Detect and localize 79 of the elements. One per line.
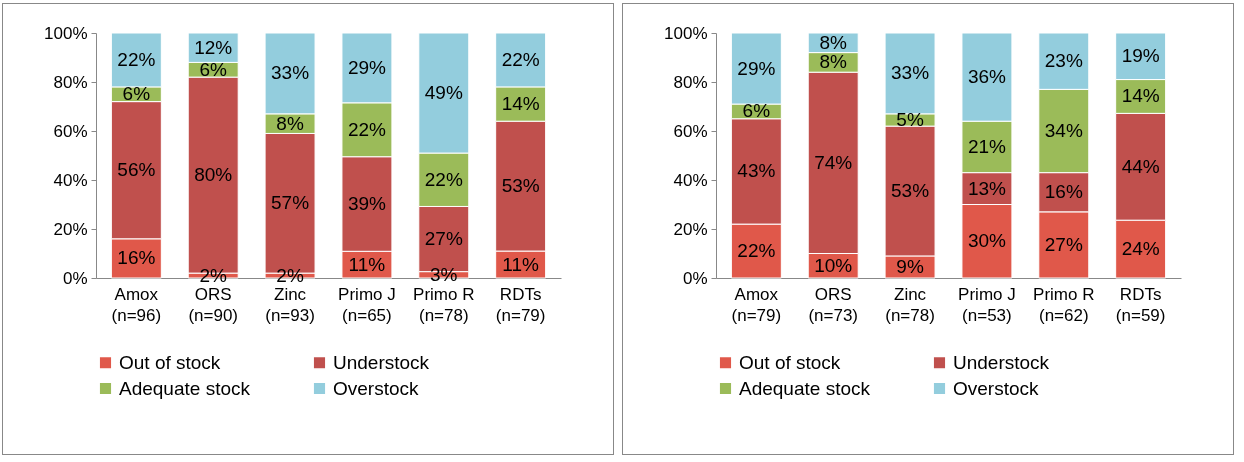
legend-label: Overstock xyxy=(953,377,1040,399)
data-label: 22% xyxy=(117,48,156,70)
x-tick-label: Primo R (n=78) xyxy=(413,284,475,325)
data-label: 22% xyxy=(501,48,540,70)
data-label: 8% xyxy=(819,31,848,53)
legend-label: Overstock xyxy=(333,377,420,399)
data-label: 49% xyxy=(424,82,463,104)
legend-label: Understock xyxy=(333,351,430,373)
data-label: 13% xyxy=(967,177,1007,199)
data-label: 57% xyxy=(271,192,310,214)
data-label: 2% xyxy=(276,264,304,286)
x-tick-label: Primo R (n=62) xyxy=(1033,284,1095,325)
y-tick-label: 20% xyxy=(53,219,88,239)
data-label: 33% xyxy=(891,62,930,84)
y-tick-label: 100% xyxy=(44,23,88,43)
data-label: 53% xyxy=(501,175,540,197)
data-label: 22% xyxy=(347,118,387,140)
data-label: 24% xyxy=(1121,238,1160,260)
data-label: 29% xyxy=(347,56,387,78)
data-label: 14% xyxy=(1121,85,1160,107)
legend-label: Out of stock xyxy=(119,351,221,373)
x-tick-label: RDTs (n=59) xyxy=(1115,284,1166,325)
data-label: 34% xyxy=(1044,120,1083,141)
data-label: 21% xyxy=(967,135,1007,157)
data-label: 39% xyxy=(347,193,387,215)
y-tick-label: 40% xyxy=(53,170,88,190)
data-label: 27% xyxy=(424,228,463,250)
data-label: 29% xyxy=(737,57,776,79)
x-tick-label: Primo J (n=65) xyxy=(338,284,396,325)
legend-label: Out of stock xyxy=(739,351,841,373)
data-label: 23% xyxy=(1044,50,1083,72)
x-tick-label: RDTs (n=79) xyxy=(495,284,546,325)
data-label: 74% xyxy=(814,151,853,173)
y-tick-label: 40% xyxy=(673,170,708,190)
data-label: 6% xyxy=(742,100,771,122)
data-label: 6% xyxy=(199,58,228,80)
data-label: 16% xyxy=(1044,181,1083,203)
data-label: 30% xyxy=(967,230,1007,252)
legend-label: Understock xyxy=(953,351,1050,373)
data-label: 27% xyxy=(1044,233,1083,255)
x-tick-label: Amox (n=96) xyxy=(111,284,162,325)
data-label: 19% xyxy=(1121,45,1160,67)
data-label: 36% xyxy=(967,66,1007,88)
y-tick-label: 80% xyxy=(53,72,88,92)
data-label: 22% xyxy=(737,240,776,262)
data-label: 80% xyxy=(194,164,233,186)
data-label: 16% xyxy=(117,247,156,269)
x-tick-label: Zinc (n=93) xyxy=(265,284,315,325)
x-tick-label: Amox (n=79) xyxy=(731,284,782,325)
y-tick-label: 60% xyxy=(53,121,88,141)
y-tick-label: 20% xyxy=(673,219,708,239)
data-label: 6% xyxy=(122,83,151,105)
y-tick-label: 80% xyxy=(673,72,708,92)
data-label: 33% xyxy=(271,62,310,84)
y-tick-label: 0% xyxy=(682,268,708,288)
data-label: 56% xyxy=(117,159,156,181)
data-label: 8% xyxy=(819,51,848,73)
data-label: 43% xyxy=(737,160,776,182)
data-label: 14% xyxy=(501,93,540,115)
x-tick-label: Primo J (n=53) xyxy=(958,284,1016,325)
data-label: 5% xyxy=(896,108,924,130)
legend-label: Adequate stock xyxy=(119,377,251,399)
data-label: 22% xyxy=(424,168,463,190)
data-label: 2% xyxy=(199,264,228,286)
x-tick-label: ORS (n=73) xyxy=(808,284,859,325)
data-label: 9% xyxy=(896,255,924,277)
data-label: 10% xyxy=(814,254,853,276)
data-label: 53% xyxy=(891,180,930,202)
y-tick-label: 0% xyxy=(62,268,88,288)
data-label: 44% xyxy=(1121,155,1160,177)
y-tick-label: 100% xyxy=(664,23,708,43)
data-label: 11% xyxy=(348,253,386,275)
x-tick-label: ORS (n=90) xyxy=(188,284,239,325)
data-label: 12% xyxy=(194,36,233,58)
y-tick-label: 60% xyxy=(673,121,708,141)
data-label: 11% xyxy=(502,253,540,275)
legend-label: Adequate stock xyxy=(739,377,871,399)
x-tick-label: Zinc (n=78) xyxy=(885,284,935,325)
data-label: 8% xyxy=(276,112,304,134)
